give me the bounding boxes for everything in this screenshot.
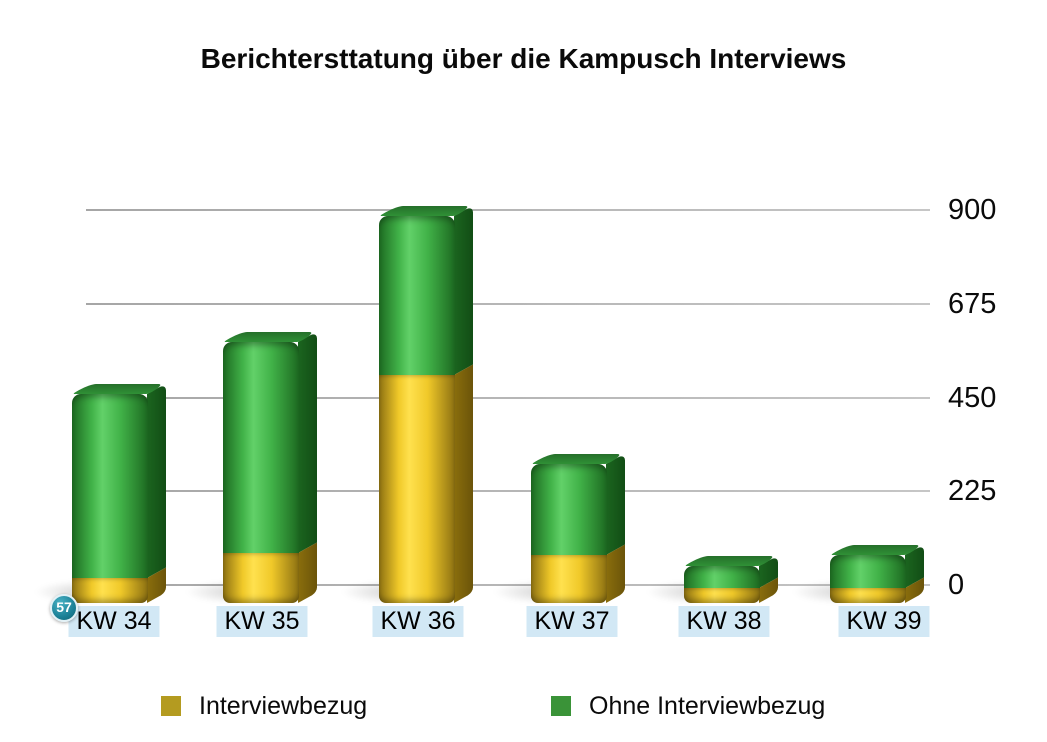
bar-side-interviewbezug-kw-35	[298, 542, 317, 603]
bar-segment-interviewbezug-kw-37	[531, 555, 607, 603]
bar-side-interviewbezug-kw-37	[606, 544, 625, 603]
gridline-225	[86, 490, 930, 493]
legend: Interviewbezug Ohne Interviewbezug	[0, 689, 1047, 723]
category-label-kw-39: KW 39	[838, 606, 930, 637]
y-tick-label-450: 450	[948, 381, 997, 414]
bar-segment-ohne-interviewbezug-kw-35	[223, 342, 299, 553]
y-tick-label-0: 0	[948, 569, 965, 601]
bar-segment-ohne-interviewbezug-kw-38	[684, 566, 760, 588]
bar-side-ohne-interviewbezug-kw-35	[298, 331, 317, 553]
bar-segment-ohne-interviewbezug-kw-36	[379, 215, 455, 375]
chart-title: Berichtersttatung über die Kampusch Inte…	[200, 43, 847, 74]
legend-item-interviewbezug: Interviewbezug	[161, 689, 367, 723]
bar-side-ohne-interviewbezug-kw-37	[606, 453, 625, 556]
bar-segment-ohne-interviewbezug-kw-34	[72, 394, 148, 579]
bar-side-ohne-interviewbezug-kw-34	[147, 383, 166, 579]
bar-segment-interviewbezug-kw-35	[223, 552, 299, 603]
y-tick-label-900: 900	[948, 194, 997, 226]
gridline-900	[86, 209, 930, 211]
category-label-kw-37: KW 37	[526, 606, 618, 637]
y-tick-label-675: 675	[948, 287, 997, 320]
legend-swatch-ohne-interviewbezug	[551, 696, 571, 716]
bar-segment-interviewbezug-kw-39	[830, 587, 906, 603]
annotation-badge: 57	[50, 594, 78, 622]
legend-label-interviewbezug: Interviewbezug	[199, 691, 368, 720]
y-tick-label-225: 225	[948, 475, 997, 508]
category-label-kw-36: KW 36	[372, 606, 464, 637]
gridline-0	[86, 584, 930, 586]
bar-segment-ohne-interviewbezug-kw-37	[531, 463, 607, 556]
legend-item-ohne-interviewbezug: Ohne Interviewbezug	[551, 689, 825, 723]
category-label-kw-35: KW 35	[216, 606, 308, 637]
bar-side-interviewbezug-kw-36	[454, 364, 473, 603]
category-label-kw-34: KW 34	[68, 606, 160, 637]
bar-segment-interviewbezug-kw-34	[72, 578, 148, 603]
legend-label-ohne-interviewbezug: Ohne Interviewbezug	[589, 691, 826, 720]
category-label-kw-38: KW 38	[678, 606, 770, 637]
bar-segment-ohne-interviewbezug-kw-39	[830, 555, 906, 588]
bar-segment-interviewbezug-kw-38	[684, 587, 760, 603]
gridline-450	[86, 396, 930, 399]
bar-segment-interviewbezug-kw-36	[379, 374, 455, 603]
bar-side-ohne-interviewbezug-kw-36	[454, 205, 473, 375]
legend-swatch-interviewbezug	[161, 696, 181, 716]
gridline-675	[86, 302, 930, 305]
